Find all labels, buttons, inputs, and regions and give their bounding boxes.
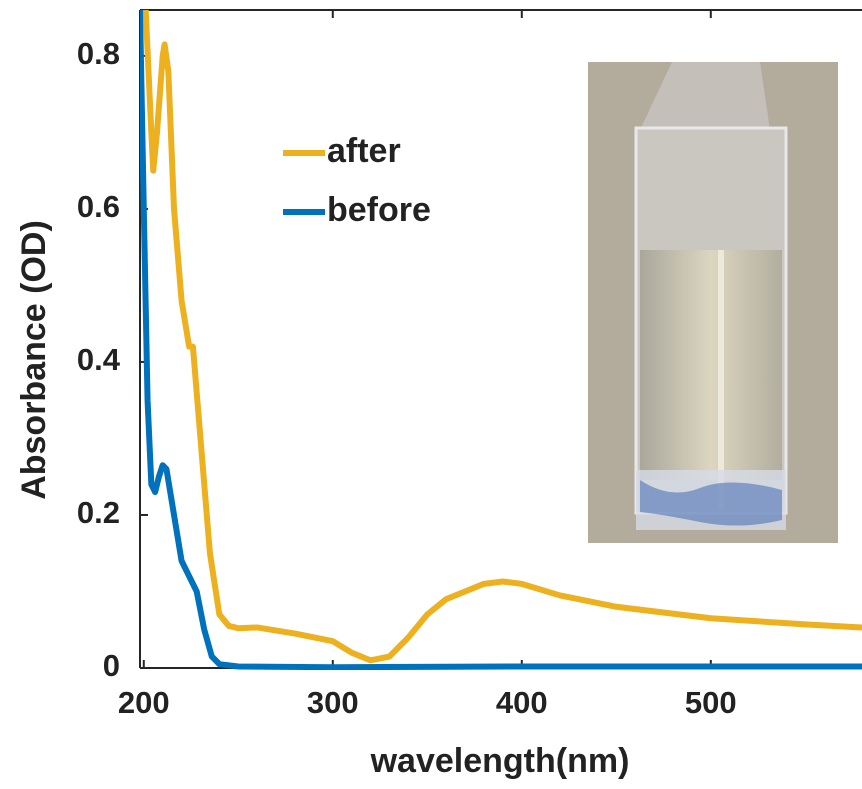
y-axis-title: Absorbance (OD) <box>15 220 53 500</box>
blue-residue <box>640 480 782 526</box>
y-tick-label: 0 <box>103 648 120 683</box>
legend-label: before <box>327 191 431 229</box>
cuvette-neck <box>640 62 770 130</box>
data-line <box>142 10 862 664</box>
x-tick-label: 400 <box>496 685 548 720</box>
cuvette-liquid <box>640 250 782 480</box>
y-tick-label: 0.2 <box>77 495 120 530</box>
y-tick-label: 0.8 <box>77 36 120 71</box>
data-line <box>140 10 862 670</box>
y-tick-label: 0.6 <box>77 189 120 224</box>
y-tick-label: 0.4 <box>77 342 121 377</box>
x-tick-label: 200 <box>118 685 170 720</box>
plot-area <box>140 10 862 670</box>
inset-photo <box>588 62 838 543</box>
x-tick-label: 300 <box>307 685 359 720</box>
cuvette-edge <box>718 250 724 510</box>
x-axis-title: wavelength(nm) <box>370 742 630 780</box>
legend-label: after <box>327 132 401 170</box>
x-tick-label: 500 <box>685 685 737 720</box>
